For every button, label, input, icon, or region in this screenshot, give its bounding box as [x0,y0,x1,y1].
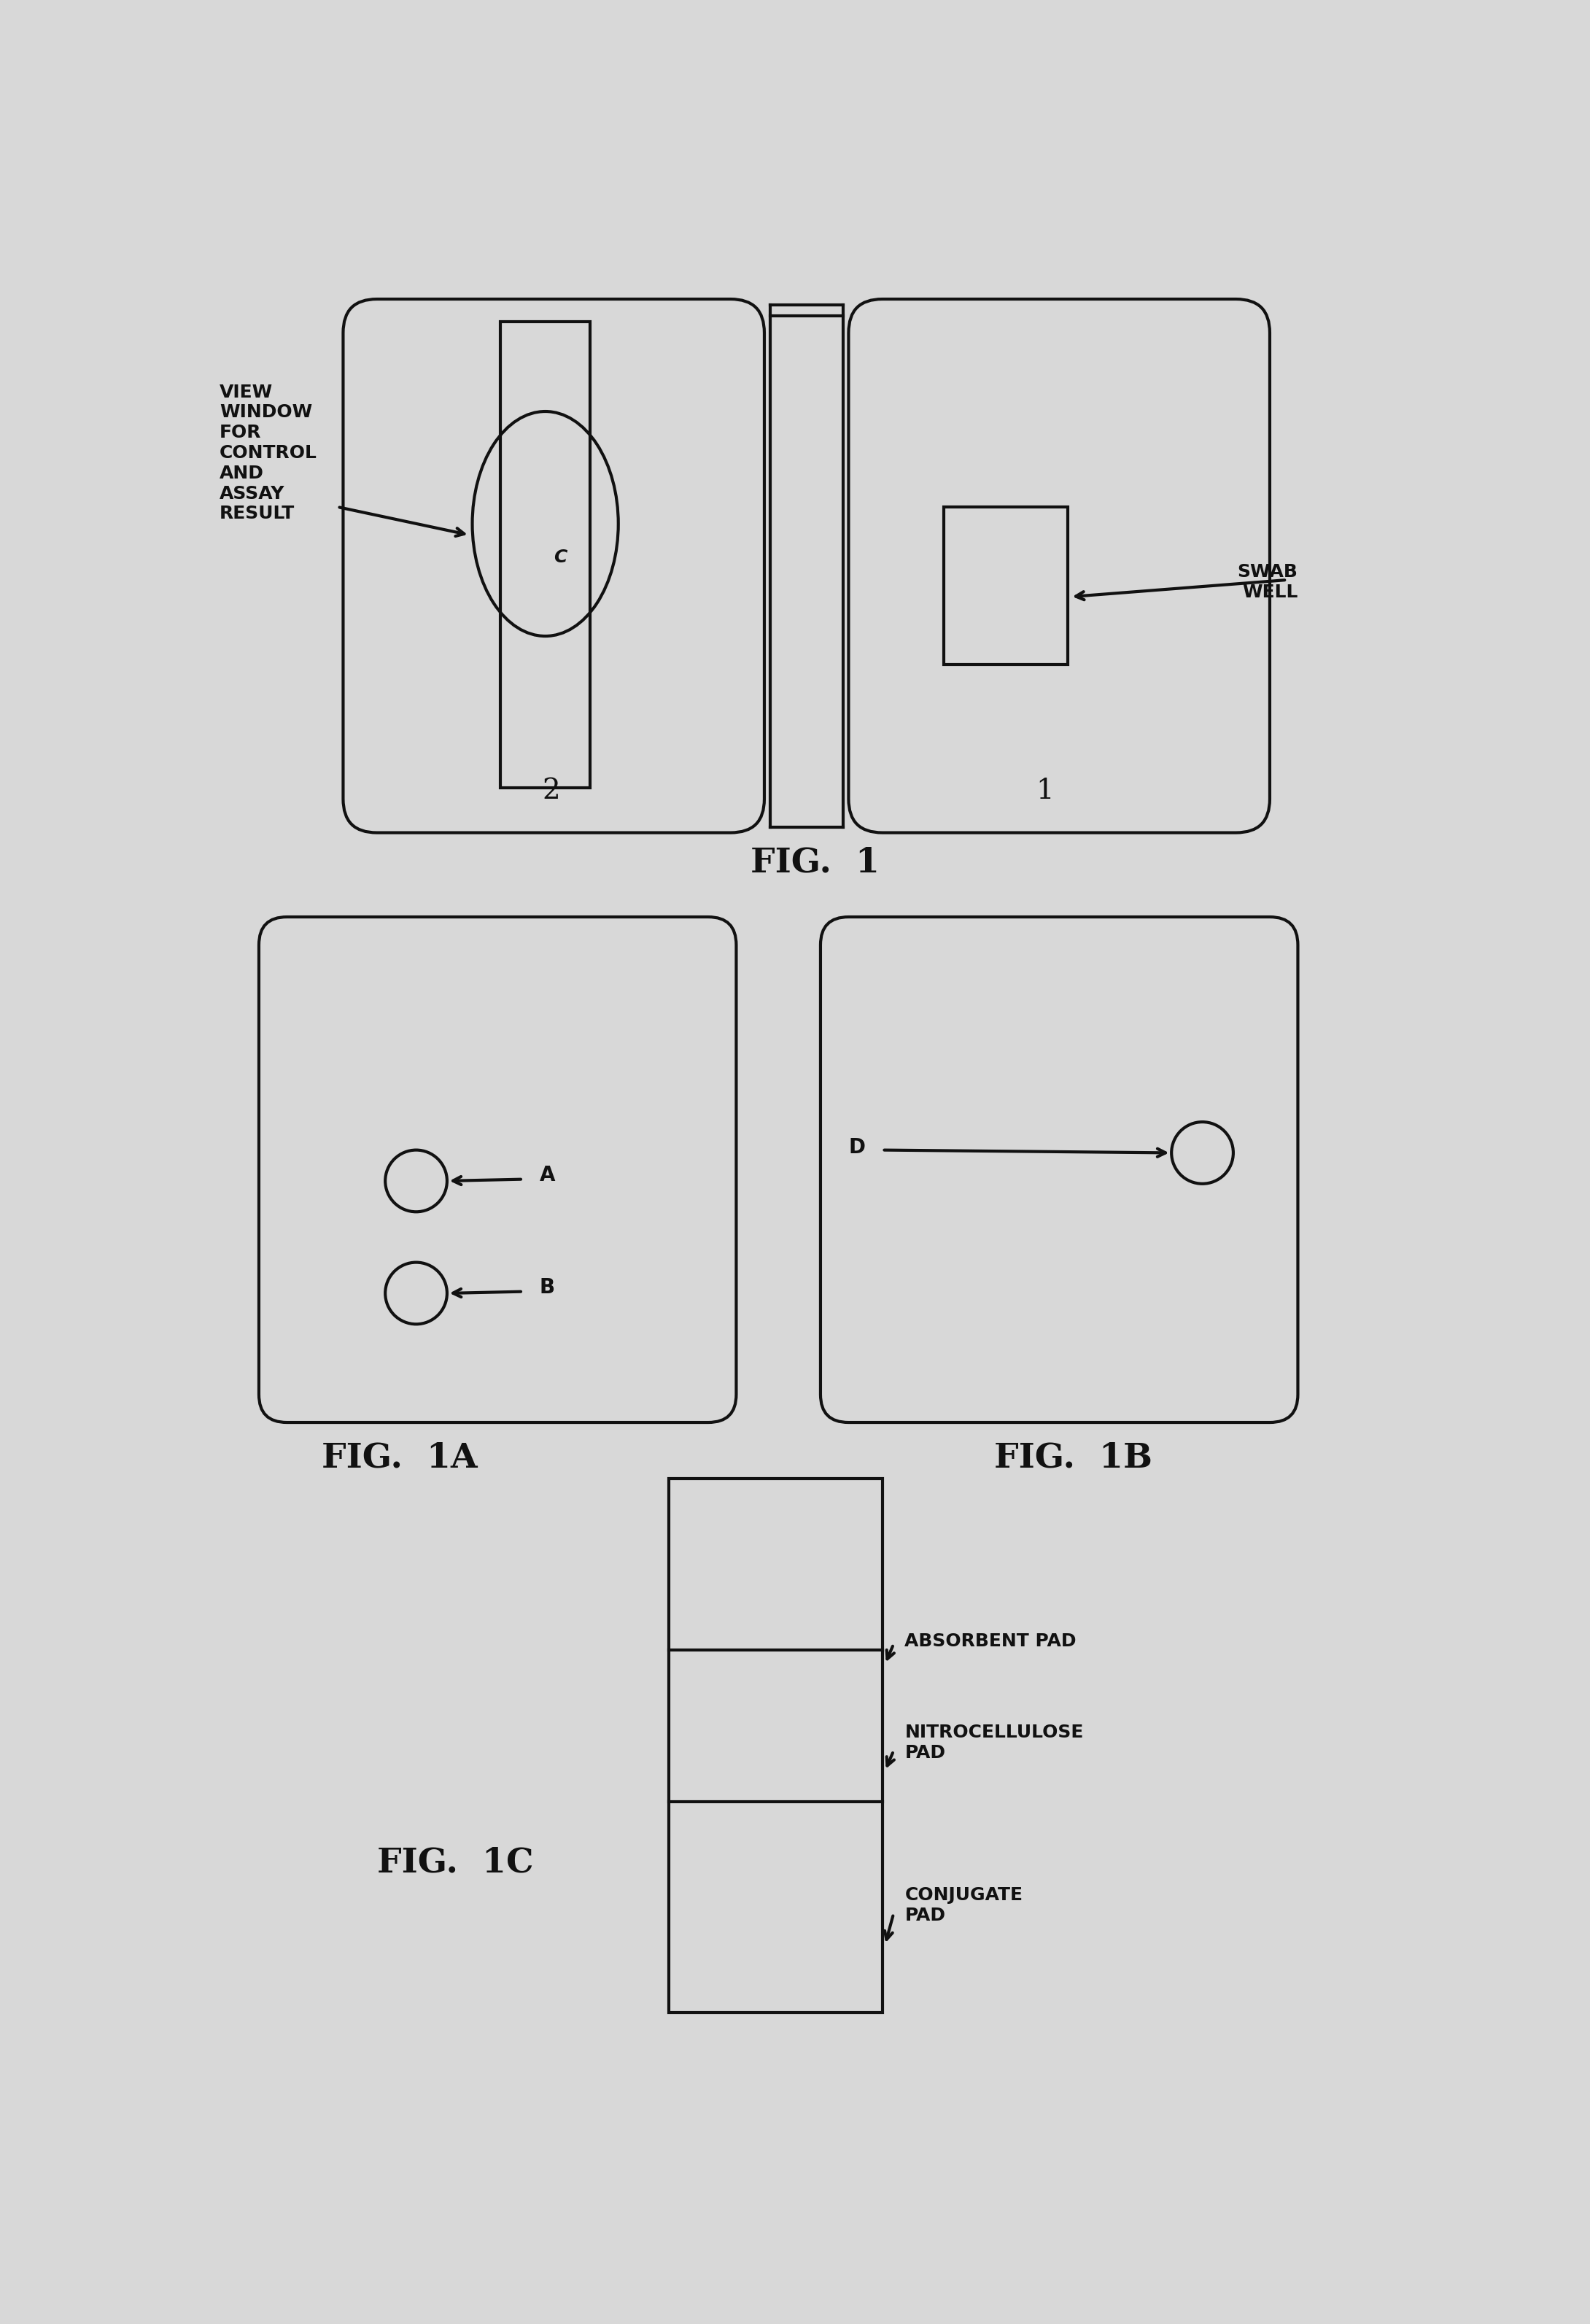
Text: ABSORBENT PAD: ABSORBENT PAD [905,1634,1076,1650]
Text: CONJUGATE
PAD: CONJUGATE PAD [905,1887,1022,1924]
Text: NITROCELLULOSE
PAD: NITROCELLULOSE PAD [905,1724,1084,1762]
Text: 1: 1 [1037,779,1054,804]
Text: C: C [553,548,568,567]
Text: D: D [849,1136,865,1157]
Text: FIG.  1B: FIG. 1B [994,1441,1153,1476]
Text: A: A [539,1164,555,1185]
Text: FIG.  1C: FIG. 1C [377,1845,534,1880]
Text: B: B [539,1278,555,1297]
Bar [944,507,1067,665]
Text: 2: 2 [542,779,560,804]
Bar [501,321,590,788]
Text: FIG.  1: FIG. 1 [750,846,879,878]
Bar [669,1478,882,2013]
Text: FIG.  1A: FIG. 1A [321,1441,477,1476]
Text: SWAB
WELL: SWAB WELL [1237,562,1297,602]
Text: VIEW
WINDOW
FOR
CONTROL
AND
ASSAY
RESULT: VIEW WINDOW FOR CONTROL AND ASSAY RESULT [219,383,318,523]
